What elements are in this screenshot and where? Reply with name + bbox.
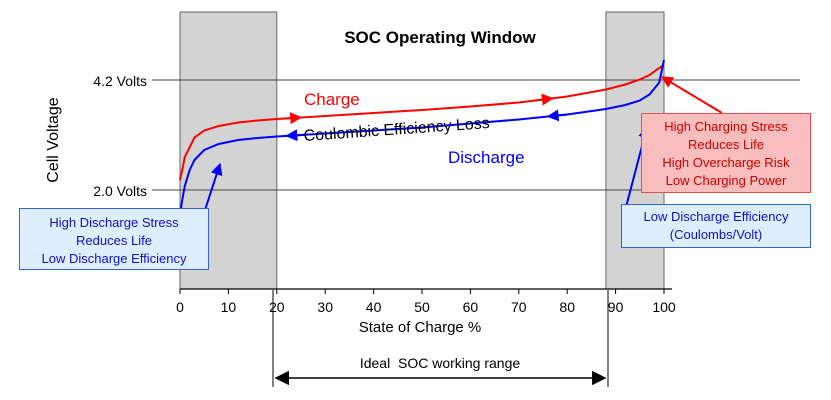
discharge-direction-arrow [285, 129, 306, 142]
charge-label: Charge [304, 90, 360, 109]
y-axis-label: Cell Voltage [45, 97, 62, 182]
x-tick-label: 0 [176, 299, 184, 315]
discharge-stress-line: Reduces Life [76, 233, 152, 248]
charge-stress-pointer [660, 76, 723, 114]
x-tick-label: 80 [559, 299, 575, 315]
charge-stress-line: Reduces Life [688, 137, 764, 152]
charge-stress-line: High Overcharge Risk [662, 155, 790, 170]
x-tick-label: 70 [511, 299, 527, 315]
chart-title: SOC Operating Window [344, 28, 536, 47]
x-tick-label: 40 [366, 299, 382, 315]
y-tick-label-4-2: 4.2 Volts [93, 73, 147, 89]
series-line-discharge [179, 59, 665, 216]
charge-stress-line: High Charging Stress [664, 119, 788, 134]
discharge-efficiency-callout: Low Discharge Efficiency (Coulombs/Volt) [621, 204, 811, 248]
x-tick-label: 60 [463, 299, 479, 315]
discharge-stress-callout: High Discharge Stress Reduces Life Low D… [19, 208, 209, 270]
x-tick-label: 30 [317, 299, 333, 315]
discharge-stress-line: High Discharge Stress [49, 215, 179, 230]
x-tick-label: 100 [652, 299, 676, 315]
discharge-efficiency-line: Low Discharge Efficiency [643, 209, 789, 224]
charge-stress-line: Low Charging Power [665, 173, 787, 188]
series-line-charge [179, 64, 665, 181]
discharge-label: Discharge [448, 148, 525, 167]
ideal-range-label: Ideal SOC working range [360, 355, 521, 371]
charge-direction-arrow [281, 112, 303, 125]
discharge-direction-arrow [546, 109, 568, 122]
x-tick-label: 20 [269, 299, 285, 315]
discharge-efficiency-line: (Coulombs/Volt) [669, 227, 763, 242]
charge-stress-callout: High Charging Stress Reduces Life High O… [641, 113, 811, 193]
discharge-stress-pointer [204, 162, 223, 211]
x-tick-label: 10 [221, 299, 237, 315]
x-axis-label: State of Charge % [359, 319, 482, 336]
discharge-stress-line: Low Discharge Efficiency [41, 251, 187, 266]
x-tick-label: 50 [414, 299, 430, 315]
charge-direction-arrow [533, 93, 554, 106]
y-tick-label-2-0: 2.0 Volts [93, 183, 147, 199]
x-tick-label: 90 [608, 299, 624, 315]
coulombic-efficiency-loss-label: Coulombic Efficiency Loss [303, 115, 490, 145]
